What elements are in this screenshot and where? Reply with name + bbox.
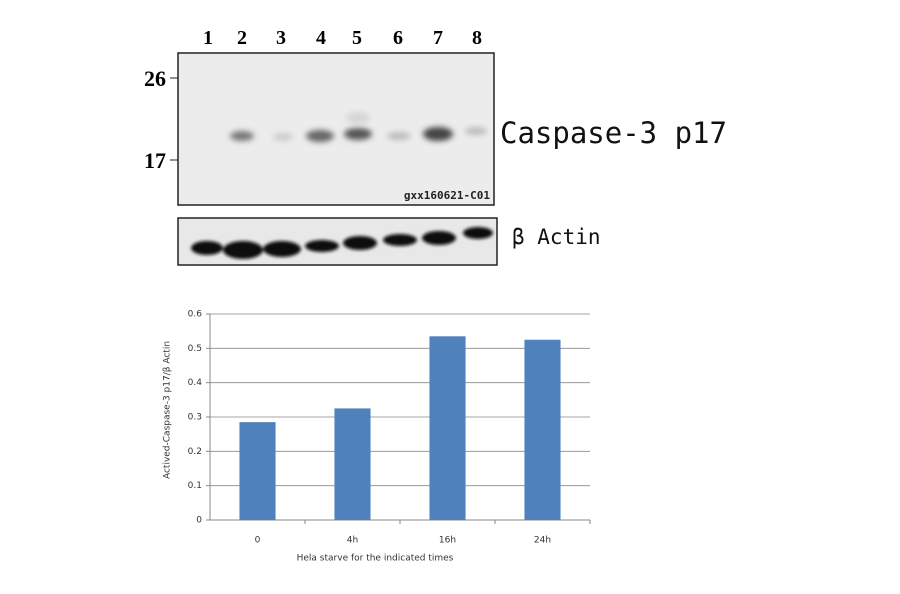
y-tick-label: 0.3 — [188, 413, 202, 423]
y-tick-label: 0.5 — [188, 344, 202, 354]
control-label: β Actin — [512, 225, 601, 249]
x-tick-label: 16h — [439, 536, 456, 546]
bar-chart: Hela starve for the indicated times Acti… — [163, 310, 591, 564]
lane-label: 1 — [203, 27, 213, 49]
lane-label: 8 — [472, 27, 482, 49]
x-tick-label: 4h — [347, 536, 358, 546]
actin-bands — [191, 227, 493, 259]
y-tick-label: 0.2 — [188, 447, 202, 457]
y-tick-label: 0 — [196, 516, 202, 526]
blot-id: gxx160621-C01 — [404, 189, 490, 202]
y-tick-label: 0.1 — [188, 481, 202, 491]
lane-label: 6 — [393, 27, 403, 49]
bar — [524, 339, 561, 520]
lane-label: 3 — [276, 27, 286, 49]
bar — [334, 408, 371, 520]
lane-label: 5 — [352, 27, 362, 49]
lane-label: 4 — [316, 27, 326, 49]
lane-label: 7 — [433, 27, 443, 49]
x-tick-label: 0 — [255, 536, 261, 546]
marker-label: 17 — [144, 148, 166, 173]
band-label: Caspase-3 p17 — [500, 116, 727, 150]
marker-label: 26 — [144, 66, 166, 91]
y-tick-label: 0.6 — [188, 310, 203, 320]
blot-bands — [230, 112, 487, 142]
bar — [429, 336, 466, 520]
x-tick-label: 24h — [534, 536, 551, 546]
lane-label: 2 — [237, 27, 247, 49]
bar — [239, 422, 276, 520]
lane-labels: 1 2 3 4 5 6 7 8 — [203, 27, 482, 49]
x-axis-title: Hela starve for the indicated times — [297, 554, 454, 564]
y-tick-label: 0.4 — [188, 378, 203, 388]
y-axis-title: Actived-Caspase-3 p17/β Actin — [163, 341, 173, 479]
